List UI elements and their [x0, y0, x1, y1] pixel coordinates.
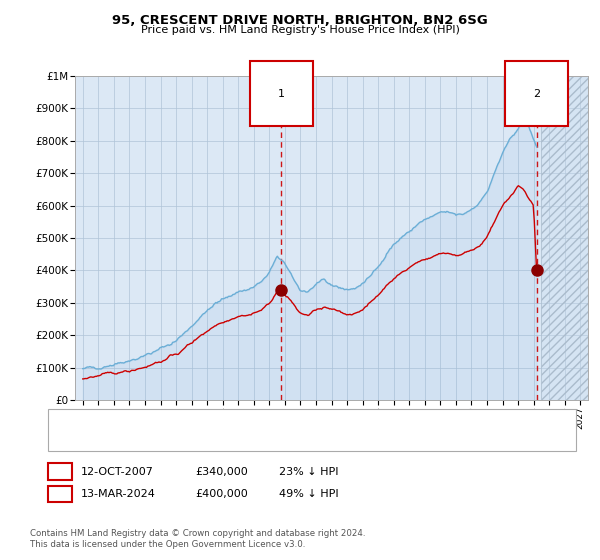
Text: 12-OCT-2007: 12-OCT-2007 [81, 466, 154, 477]
Text: 1: 1 [56, 466, 64, 477]
Text: £340,000: £340,000 [195, 466, 248, 477]
Text: 2: 2 [533, 88, 540, 99]
Bar [541, 76, 588, 400]
Text: 49% ↓ HPI: 49% ↓ HPI [279, 489, 338, 499]
Text: Contains HM Land Registry data © Crown copyright and database right 2024.
This d: Contains HM Land Registry data © Crown c… [30, 529, 365, 549]
Bar [541, 76, 588, 400]
Text: 2: 2 [56, 489, 64, 499]
Text: 13-MAR-2024: 13-MAR-2024 [81, 489, 156, 499]
Text: HPI: Average price, detached house, Brighton and Hove: HPI: Average price, detached house, Brig… [93, 434, 365, 444]
Text: 23% ↓ HPI: 23% ↓ HPI [279, 466, 338, 477]
Text: £400,000: £400,000 [195, 489, 248, 499]
Text: 95, CRESCENT DRIVE NORTH, BRIGHTON, BN2 6SG (detached house): 95, CRESCENT DRIVE NORTH, BRIGHTON, BN2 … [93, 416, 431, 426]
Text: 1: 1 [278, 88, 285, 99]
Text: 95, CRESCENT DRIVE NORTH, BRIGHTON, BN2 6SG: 95, CRESCENT DRIVE NORTH, BRIGHTON, BN2 … [112, 14, 488, 27]
Text: Price paid vs. HM Land Registry's House Price Index (HPI): Price paid vs. HM Land Registry's House … [140, 25, 460, 35]
